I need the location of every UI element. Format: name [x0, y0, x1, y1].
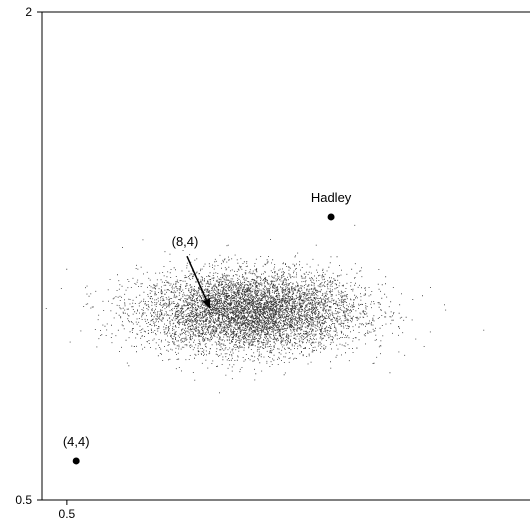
- cloud-points: [45, 224, 485, 394]
- highlight-point: [327, 213, 335, 221]
- annotation-label: (8,4): [172, 234, 199, 249]
- highlight-point: [72, 457, 80, 465]
- annotations: (8,4): [172, 234, 211, 309]
- y-tick-label: 2: [25, 5, 32, 19]
- point-label: (4,4): [63, 434, 90, 449]
- point-label: Hadley: [311, 190, 352, 205]
- labeled-points: (4,4) Hadley: [63, 190, 352, 465]
- point-cloud: [45, 224, 485, 394]
- axes: [41, 11, 530, 501]
- annotation-arrow: [186, 255, 211, 309]
- ticks: 0.5 2 0.5: [15, 5, 75, 521]
- x-tick-label: 0.5: [59, 507, 76, 521]
- y-tick-label: 0.5: [15, 493, 32, 507]
